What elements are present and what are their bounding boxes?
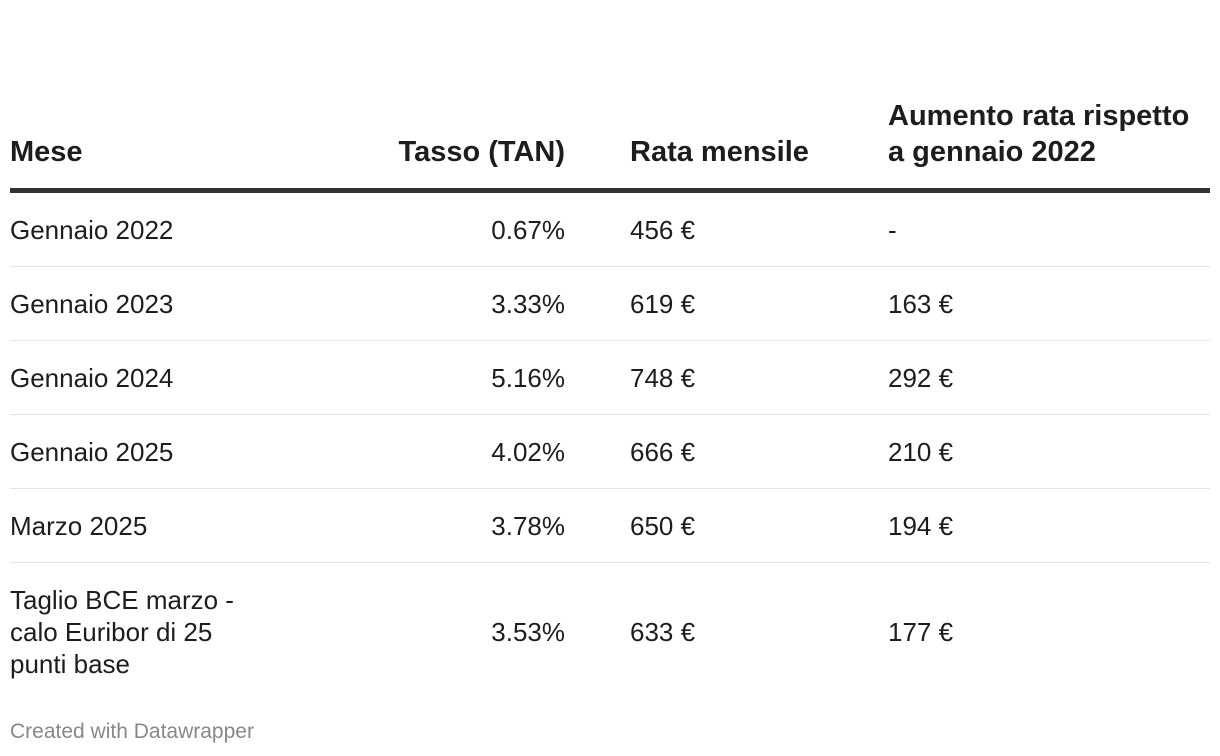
cell-tasso: 4.02% <box>390 414 565 489</box>
table-row: Marzo 2025 3.78% 650 € 194 € <box>10 488 1210 563</box>
column-header-rata[interactable]: Rata mensile <box>565 0 888 193</box>
cell-rata: 666 € <box>565 414 888 489</box>
table-row: Gennaio 2024 5.16% 748 € 292 € <box>10 340 1210 415</box>
table-body: Gennaio 2022 0.67% 456 € - Gennaio 2023 … <box>10 190 1210 702</box>
cell-mese: Gennaio 2022 <box>10 190 390 267</box>
cell-tasso: 3.53% <box>491 617 565 647</box>
data-table: Mese Tasso (TAN) Rata mensile Aumento ra… <box>10 0 1210 701</box>
cell-aumento: - <box>888 190 1210 267</box>
data-table-container: Mese Tasso (TAN) Rata mensile Aumento ra… <box>10 0 1210 701</box>
cell-aumento: 210 € <box>888 414 1210 489</box>
column-header-aumento[interactable]: Aumento rata rispetto a gennaio 2022 <box>888 0 1210 193</box>
cell-rata: 456 € <box>565 190 888 267</box>
cell-mese: Marzo 2025 <box>10 488 390 563</box>
cell-mese: Gennaio 2025 <box>10 414 390 489</box>
cell-rata: 748 € <box>565 340 888 415</box>
cell-tasso: 0.67% <box>390 190 565 267</box>
cell-mese: Gennaio 2024 <box>10 340 390 415</box>
column-header-tasso[interactable]: Tasso (TAN) <box>390 0 565 193</box>
cell-aumento: 292 € <box>888 340 1210 415</box>
cell-rata: 633 € <box>630 617 696 647</box>
cell-aumento: 163 € <box>888 266 1210 341</box>
table-row: Gennaio 2023 3.33% 619 € 163 € <box>10 266 1210 341</box>
cell-rata: 619 € <box>565 266 888 341</box>
table-row: Gennaio 2025 4.02% 666 € 210 € <box>10 414 1210 489</box>
cell-tasso: 3.78% <box>390 488 565 563</box>
column-header-mese[interactable]: Mese <box>10 0 390 193</box>
header-row: Mese Tasso (TAN) Rata mensile Aumento ra… <box>10 0 1210 193</box>
table-header: Mese Tasso (TAN) Rata mensile Aumento ra… <box>10 0 1210 193</box>
table-row: Taglio BCE marzo - calo Euribor di 25 pu… <box>10 563 1210 702</box>
cell-tasso: 5.16% <box>390 340 565 415</box>
cell-tasso: 3.33% <box>390 266 565 341</box>
datawrapper-credit-link[interactable]: Created with Datawrapper <box>10 720 254 743</box>
cell-mese: Taglio BCE marzo - calo Euribor di 25 pu… <box>10 563 390 702</box>
cell-aumento: 194 € <box>888 488 1210 563</box>
cell-mese: Gennaio 2023 <box>10 266 390 341</box>
cell-mese-text: Taglio BCE marzo - calo Euribor di 25 pu… <box>10 585 234 679</box>
table-row: Gennaio 2022 0.67% 456 € - <box>10 190 1210 267</box>
cell-rata: 650 € <box>565 488 888 563</box>
cell-aumento: 177 € <box>888 617 954 647</box>
